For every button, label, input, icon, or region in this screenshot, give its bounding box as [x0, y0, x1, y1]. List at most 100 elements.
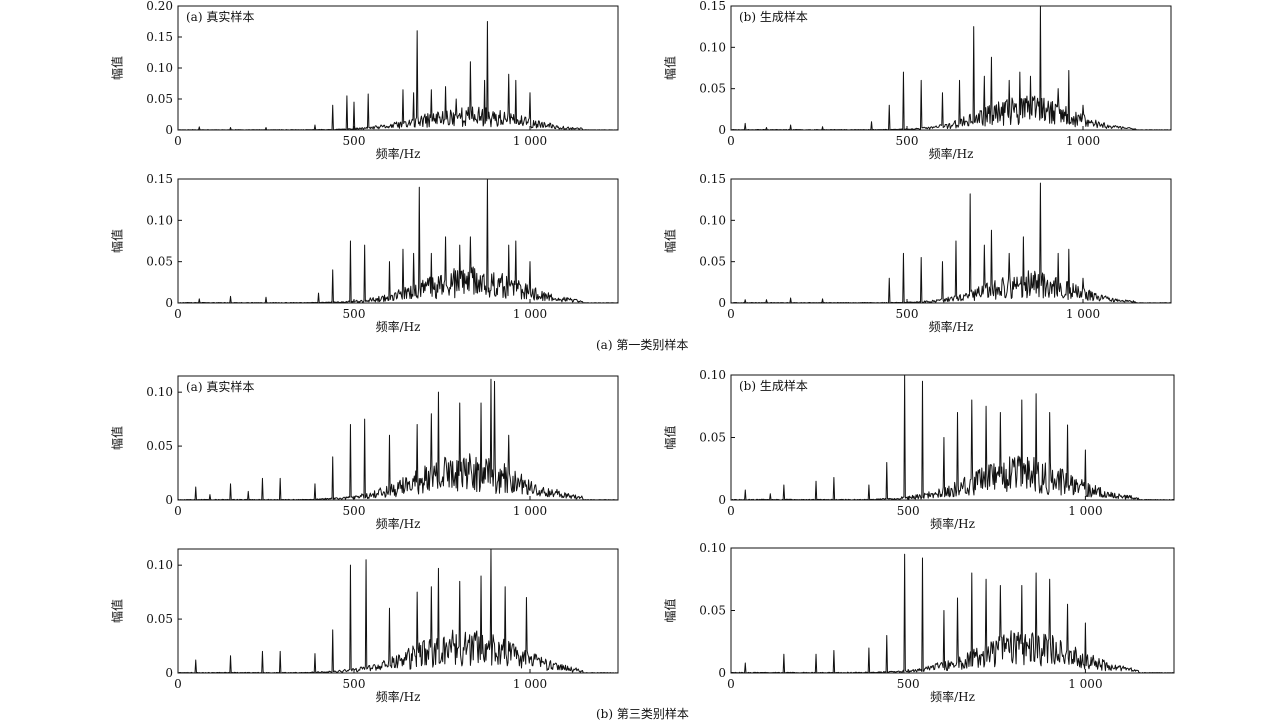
y-tick-label-1-3: 0.15 — [699, 0, 726, 13]
spectrum-line-0 — [177, 21, 619, 131]
spectrum-line-5 — [730, 374, 1175, 501]
x-tick-label-1-2: 1 000 — [1066, 134, 1100, 148]
x-tick-label-4-0: 0 — [174, 504, 182, 518]
x-axis-label-5: 频率/Hz — [930, 516, 975, 531]
chart-panel-3: 0 0.05 0.10 0.15 0 500 1 000 频率/Hz 幅值 — [663, 172, 1172, 334]
y-tick-label-7-1: 0.05 — [699, 604, 726, 618]
x-tick-label-3-2: 1 000 — [1066, 307, 1100, 321]
x-axis-label-3: 频率/Hz — [929, 319, 974, 334]
x-tick-label-5-0: 0 — [727, 504, 735, 518]
x-tick-label-0-1: 500 — [343, 134, 366, 148]
spectrum-line-4 — [177, 378, 619, 501]
x-axis-label-0: 频率/Hz — [376, 146, 421, 161]
y-tick-label-4-0: 0 — [165, 493, 173, 507]
y-tick-label-5-0: 0 — [718, 493, 726, 507]
x-tick-label-1-0: 0 — [727, 134, 735, 148]
plot-frame-3 — [730, 178, 1172, 304]
spectrum-line-3 — [730, 182, 1172, 304]
spectrum-line-7 — [730, 553, 1175, 674]
chart-panel-6: 0 0.05 0.10 0 500 1 000 频率/Hz 幅值 — [110, 548, 619, 704]
y-tick-label-0-2: 0.10 — [146, 61, 173, 75]
y-tick-label-5-2: 0.10 — [699, 368, 726, 382]
x-axis-label-4: 频率/Hz — [376, 516, 421, 531]
y-tick-label-1-1: 0.05 — [699, 82, 726, 96]
x-axis-label-1: 频率/Hz — [929, 146, 974, 161]
x-axis-label-6: 频率/Hz — [376, 689, 421, 704]
y-axis-label-4: 幅值 — [110, 426, 125, 450]
spectrum-line-1 — [730, 5, 1172, 131]
panel-label-5: (b) 生成样本 — [739, 378, 808, 393]
y-tick-label-2-3: 0.15 — [146, 172, 173, 186]
plot-frame-7 — [730, 547, 1175, 674]
x-tick-label-7-1: 500 — [897, 677, 920, 691]
x-tick-label-6-1: 500 — [343, 677, 366, 691]
figure-caption-b: (b) 第三类别样本 — [596, 707, 689, 721]
x-tick-label-2-2: 1 000 — [513, 307, 547, 321]
x-tick-label-7-2: 1 000 — [1068, 677, 1102, 691]
x-axis-label-2: 频率/Hz — [376, 319, 421, 334]
panel-label-1: (b) 生成样本 — [739, 9, 808, 24]
y-tick-label-6-0: 0 — [165, 666, 173, 680]
y-axis-label-6: 幅值 — [110, 599, 125, 623]
spectrum-line-2 — [177, 178, 619, 304]
figure-caption-a: (a) 第一类别样本 — [596, 338, 689, 352]
panel-label-4: (a) 真实样本 — [186, 379, 254, 394]
y-tick-label-0-0: 0 — [165, 123, 173, 137]
y-axis-label-0: 幅值 — [110, 56, 125, 80]
y-tick-label-0-4: 0.20 — [146, 0, 173, 13]
x-tick-label-6-2: 1 000 — [513, 677, 547, 691]
x-tick-label-3-0: 0 — [727, 307, 735, 321]
x-tick-label-5-1: 500 — [897, 504, 920, 518]
x-axis-label-7: 频率/Hz — [930, 689, 975, 704]
y-tick-label-0-1: 0.05 — [146, 92, 173, 106]
y-tick-label-3-1: 0.05 — [699, 255, 726, 269]
plot-frame-0 — [177, 5, 619, 131]
plot-frame-2 — [177, 178, 619, 304]
plot-frame-5 — [730, 374, 1175, 501]
y-tick-label-4-1: 0.05 — [146, 439, 173, 453]
y-tick-label-3-3: 0.15 — [699, 172, 726, 186]
y-axis-label-2: 幅值 — [110, 229, 125, 253]
y-tick-label-7-2: 0.10 — [699, 541, 726, 555]
x-tick-label-0-0: 0 — [174, 134, 182, 148]
chart-panel-4: 0 0.05 0.10 0 500 1 000 频率/Hz 幅值 (a) 真实样本 — [110, 375, 619, 531]
y-tick-label-7-0: 0 — [718, 666, 726, 680]
plot-frame-1 — [730, 5, 1172, 131]
x-tick-label-3-1: 500 — [896, 307, 919, 321]
panel-label-0: (a) 真实样本 — [186, 9, 254, 24]
y-axis-label-3: 幅值 — [663, 229, 678, 253]
y-tick-label-2-0: 0 — [165, 296, 173, 310]
y-tick-label-2-1: 0.05 — [146, 255, 173, 269]
x-tick-label-4-2: 1 000 — [513, 504, 547, 518]
y-tick-label-3-2: 0.10 — [699, 213, 726, 227]
chart-panel-0: 0 0.05 0.10 0.15 0.20 0 500 1 000 频率/Hz 幅值 (a) 真实样… — [110, 0, 619, 161]
chart-panel-7: 0 0.05 0.10 0 500 1 000 频率/Hz 幅值 — [663, 541, 1175, 704]
y-tick-label-6-2: 0.10 — [146, 558, 173, 572]
x-tick-label-6-0: 0 — [174, 677, 182, 691]
y-tick-label-3-0: 0 — [718, 296, 726, 310]
y-tick-label-1-2: 0.10 — [699, 40, 726, 54]
x-tick-label-4-1: 500 — [343, 504, 366, 518]
y-axis-label-1: 幅值 — [663, 56, 678, 80]
x-tick-label-5-2: 1 000 — [1068, 504, 1102, 518]
y-tick-label-0-3: 0.15 — [146, 30, 173, 44]
y-axis-label-5: 幅值 — [663, 425, 678, 449]
chart-panel-1: 0 0.05 0.10 0.15 0 500 1 000 频率/Hz 幅值 (b) 生成样本 — [663, 0, 1172, 161]
chart-panel-5: 0 0.05 0.10 0 500 1 000 频率/Hz 幅值 (b) 生成样本 — [663, 368, 1175, 531]
plot-frame-6 — [177, 548, 619, 674]
spectrum-line-6 — [177, 548, 619, 674]
y-tick-label-4-2: 0.10 — [146, 385, 173, 399]
y-axis-label-7: 幅值 — [663, 598, 678, 622]
x-tick-label-0-2: 1 000 — [513, 134, 547, 148]
x-tick-label-2-1: 500 — [343, 307, 366, 321]
chart-panel-2: 0 0.05 0.10 0.15 0 500 1 000 频率/Hz 幅值 — [110, 172, 619, 334]
y-tick-label-2-2: 0.10 — [146, 213, 173, 227]
y-tick-label-5-1: 0.05 — [699, 431, 726, 445]
plot-frame-4 — [177, 375, 619, 501]
x-tick-label-1-1: 500 — [896, 134, 919, 148]
y-tick-label-1-0: 0 — [718, 123, 726, 137]
x-tick-label-7-0: 0 — [727, 677, 735, 691]
x-tick-label-2-0: 0 — [174, 307, 182, 321]
y-tick-label-6-1: 0.05 — [146, 612, 173, 626]
